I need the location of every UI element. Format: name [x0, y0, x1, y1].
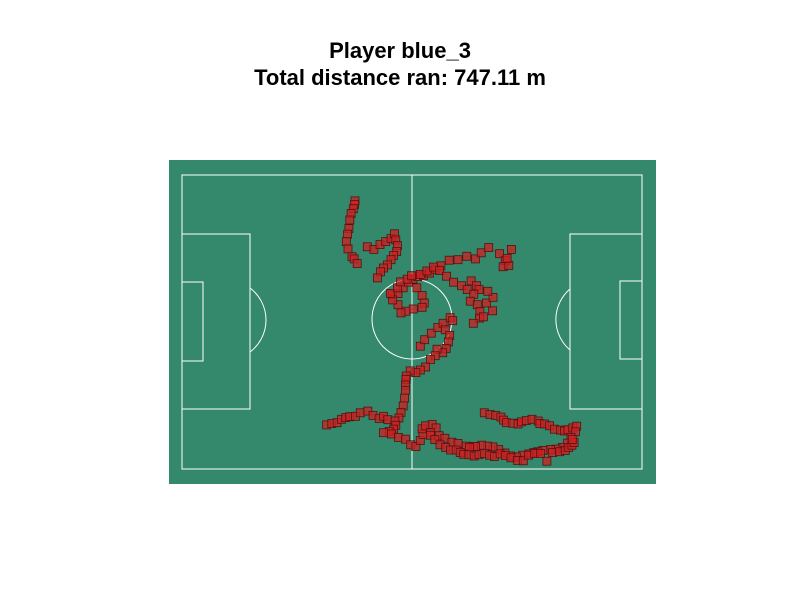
position-marker: [506, 244, 516, 254]
position-marker: [482, 298, 491, 308]
position-marker: [488, 306, 498, 316]
right-goal-area: [619, 280, 643, 360]
position-marker: [468, 318, 478, 328]
position-marker: [466, 276, 476, 286]
position-marker: [400, 434, 410, 444]
position-marker: [396, 308, 406, 318]
position-marker: [420, 335, 430, 345]
position-marker: [408, 304, 418, 314]
position-marker: [435, 266, 445, 276]
left-penalty-arc: [249, 287, 267, 353]
position-marker: [369, 244, 379, 254]
chart-title-line2: Total distance ran: 747.11 m: [254, 65, 546, 90]
position-marker: [379, 428, 388, 438]
position-marker: [462, 285, 472, 295]
position-marker: [462, 251, 472, 261]
position-marker: [495, 249, 505, 259]
pitch-markings: [181, 174, 643, 470]
position-marker: [444, 255, 454, 265]
position-marker: [448, 316, 458, 326]
position-marker: [341, 237, 351, 247]
position-marker: [484, 243, 494, 253]
position-marker: [355, 408, 365, 418]
position-marker: [345, 215, 355, 225]
chart-title-line1: Player blue_3: [329, 38, 471, 63]
position-marker: [425, 355, 435, 365]
position-marker: [352, 259, 362, 269]
position-marker: [415, 341, 425, 351]
player-tracks: [322, 196, 582, 466]
position-marker: [536, 448, 545, 458]
position-marker: [518, 456, 528, 466]
position-marker: [343, 229, 353, 239]
position-marker: [430, 435, 440, 445]
position-marker: [417, 302, 427, 312]
position-marker: [449, 277, 459, 287]
position-marker: [453, 255, 463, 265]
position-marker: [483, 286, 493, 296]
position-marker: [567, 435, 577, 445]
position-marker: [478, 312, 488, 322]
position-marker: [372, 273, 382, 283]
position-marker: [542, 456, 552, 466]
position-marker: [386, 289, 395, 298]
position-marker: [442, 271, 452, 281]
position-marker: [412, 283, 422, 293]
position-marker: [426, 328, 436, 338]
position-marker: [474, 285, 484, 295]
position-marker: [400, 385, 410, 395]
position-marker: [440, 325, 450, 335]
position-marker: [488, 292, 498, 302]
position-marker: [417, 291, 427, 301]
right-penalty-arc: [555, 288, 571, 351]
position-marker: [400, 393, 410, 403]
position-marker: [471, 254, 480, 264]
left-goal-area: [181, 281, 204, 362]
position-marker: [476, 248, 486, 258]
position-marker: [407, 271, 417, 281]
position-marker: [502, 253, 512, 263]
position-marker: [393, 300, 403, 310]
position-marker: [343, 244, 353, 254]
